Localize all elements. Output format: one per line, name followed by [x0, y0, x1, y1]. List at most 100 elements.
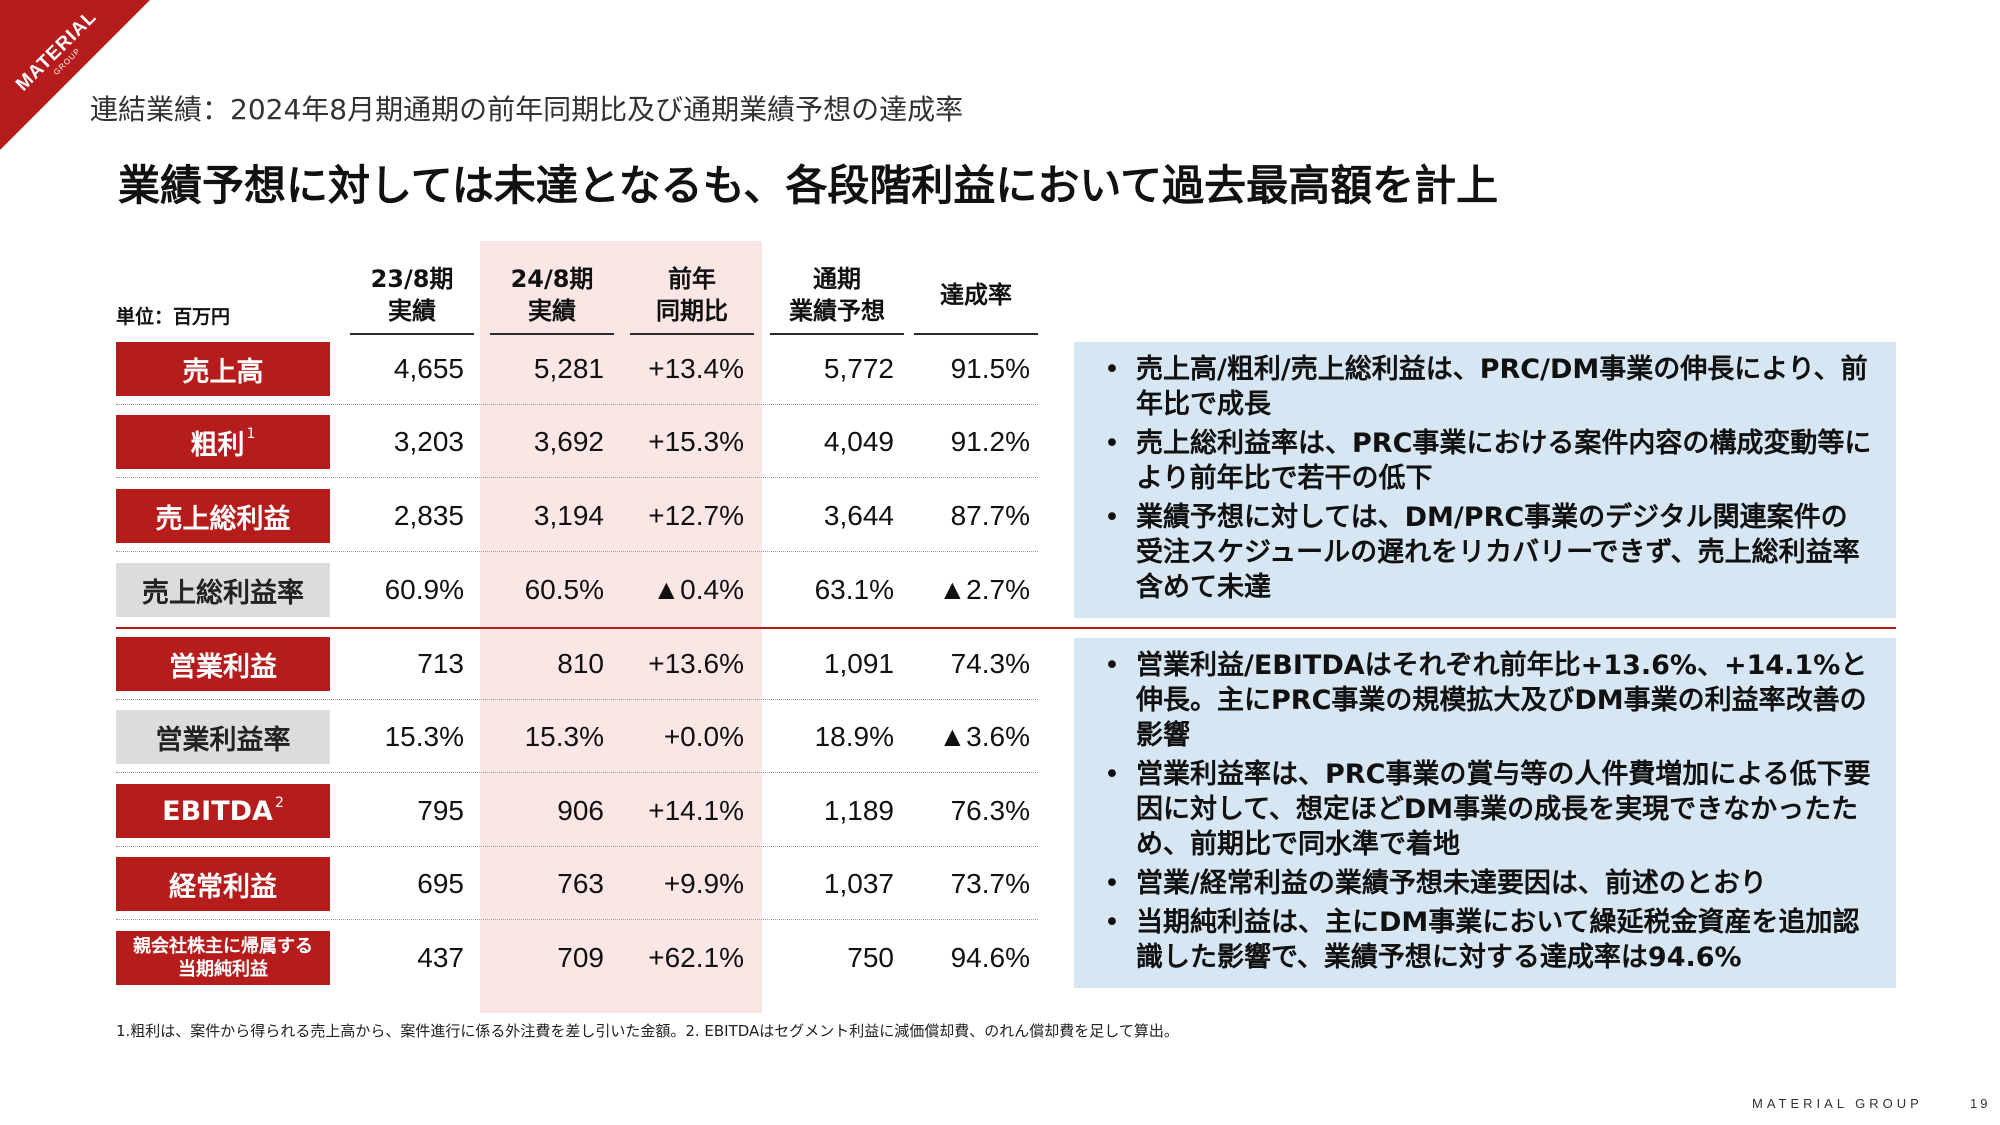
column-header-line1: 23/8期 — [370, 264, 454, 293]
column-header-line2: 達成率 — [940, 280, 1012, 309]
table-cell: 87.7% — [950, 500, 1030, 531]
column-header-yoy: 前年 同期比 — [630, 258, 754, 332]
table-cell: 695 — [417, 868, 464, 899]
table-cell: 73.7% — [950, 868, 1030, 899]
table-cell: +13.6% — [648, 648, 744, 679]
header-rule — [350, 333, 474, 335]
row-divider — [116, 477, 1038, 478]
table-cell: 15.3% — [524, 721, 604, 752]
row-label-text: 経常利益 — [169, 871, 277, 903]
table-cell: ▲0.4% — [652, 574, 744, 605]
row-label: 売上総利益 — [116, 489, 330, 543]
column-header-fy23-actual: 23/8期 実績 — [350, 258, 474, 332]
table-cell: 1,037 — [823, 868, 894, 899]
commentary-bullet: 業績予想に対しては、DM/PRC事業のデジタル関連案件の受注スケジュールの遅れを… — [1102, 500, 1872, 605]
table-cell: 5,281 — [533, 353, 604, 384]
unit-label: 単位：百万円 — [116, 306, 231, 328]
row-divider — [116, 551, 1038, 552]
column-header-fy24-actual: 24/8期 実績 — [490, 258, 614, 332]
row-label-text: 営業利益 — [169, 651, 277, 683]
column-header-line2: 実績 — [528, 297, 576, 325]
page-number: 19 — [1970, 1096, 1991, 1111]
table-cell: +14.1% — [648, 795, 744, 826]
table-cell: +13.4% — [648, 353, 744, 384]
commentary-bullet: 営業/経常利益の業績予想未達要因は、前述のとおり — [1102, 866, 1872, 901]
table-cell: 94.6% — [950, 942, 1030, 973]
row-label-text: 粗利 — [190, 429, 245, 461]
brand-corner-ribbon: MATERIAL GROUP — [0, 0, 150, 150]
table-cell: 810 — [557, 648, 604, 679]
table-cell: ▲3.6% — [938, 721, 1030, 752]
table-cell: 91.5% — [950, 353, 1030, 384]
footnote-marker: 2 — [274, 795, 284, 811]
table-cell: 15.3% — [384, 721, 464, 752]
header-rule — [630, 333, 754, 335]
table-cell: 91.2% — [950, 426, 1030, 457]
table-cell: +62.1% — [648, 942, 744, 973]
header-rule — [490, 333, 614, 335]
commentary-bullet: 営業利益率は、PRC事業の賞与等の人件費増加による低下要因に対して、想定ほどDM… — [1102, 757, 1872, 862]
row-label-text: 売上総利益率 — [142, 577, 304, 609]
table-cell: 795 — [417, 795, 464, 826]
table-cell: 4,655 — [393, 353, 464, 384]
table-cell: 74.3% — [950, 648, 1030, 679]
table-cell: 60.5% — [524, 574, 604, 605]
footer-brand: MATERIAL GROUP — [1752, 1096, 1923, 1111]
table-cell: 1,091 — [823, 648, 894, 679]
slide-subtitle: 連結業績：2024年8月期通期の前年同期比及び通期業績予想の達成率 — [90, 93, 964, 126]
footnote-marker: 1 — [246, 426, 256, 442]
row-label-text: 親会社株主に帰属する — [133, 935, 313, 957]
table-cell: 3,692 — [533, 426, 604, 457]
row-divider — [116, 699, 1038, 700]
table-cell: +9.9% — [663, 868, 744, 899]
section-separator — [116, 627, 1896, 629]
table-cell: 1,189 — [823, 795, 894, 826]
header-rule — [770, 333, 904, 335]
row-divider — [116, 919, 1038, 920]
table-cell: 2,835 — [393, 500, 464, 531]
table-cell: +12.7% — [648, 500, 744, 531]
column-header-forecast: 通期 業績予想 — [770, 258, 904, 332]
row-label: 粗利 1 — [116, 415, 330, 469]
table-cell: 906 — [557, 795, 604, 826]
row-label: 経常利益 — [116, 857, 330, 911]
table-cell: 3,194 — [533, 500, 604, 531]
row-divider — [116, 404, 1038, 405]
row-label-text: 売上総利益 — [155, 503, 291, 535]
row-label-text-line2: 当期純利益 — [178, 959, 268, 980]
table-cell: 76.3% — [950, 795, 1030, 826]
table-cell: 60.9% — [384, 574, 464, 605]
column-header-achievement: 達成率 — [914, 258, 1038, 332]
commentary-box-top: 売上高/粗利/売上総利益は、PRC/DM事業の伸長により、前年比で成長 売上総利… — [1074, 342, 1896, 618]
header-rule — [914, 333, 1038, 335]
table-cell: 5,772 — [823, 353, 894, 384]
commentary-bullet: 営業利益/EBITDAはそれぞれ前年比+13.6%、+14.1%と伸長。主にPR… — [1102, 648, 1872, 753]
row-divider — [116, 772, 1038, 773]
table-cell: 4,049 — [823, 426, 894, 457]
commentary-bullet: 当期純利益は、主にDM事業において繰延税金資産を追加認識した影響で、業績予想に対… — [1102, 905, 1872, 975]
table-cell: 437 — [417, 942, 464, 973]
column-header-line2: 業績予想 — [789, 297, 885, 325]
commentary-list-bottom: 営業利益/EBITDAはそれぞれ前年比+13.6%、+14.1%と伸長。主にPR… — [1102, 648, 1872, 975]
column-header-line1: 通期 — [813, 264, 861, 293]
table-cell: +0.0% — [663, 721, 744, 752]
column-header-line1: 24/8期 — [510, 264, 594, 293]
column-header-line2: 実績 — [388, 297, 436, 325]
commentary-bullet: 売上高/粗利/売上総利益は、PRC/DM事業の伸長により、前年比で成長 — [1102, 352, 1872, 422]
corner-triangle — [0, 0, 150, 150]
row-divider — [116, 846, 1038, 847]
row-label-text: 営業利益率 — [155, 724, 291, 756]
column-header-line1: 前年 — [668, 264, 716, 293]
table-cell: 713 — [417, 648, 464, 679]
table-cell: +15.3% — [648, 426, 744, 457]
table-cell: 3,203 — [393, 426, 464, 457]
row-label: 売上高 — [116, 342, 330, 396]
slide-headline: 業績予想に対しては未達となるも、各段階利益において過去最高額を計上 — [118, 161, 1499, 210]
table-cell: 709 — [557, 942, 604, 973]
table-cell: 750 — [847, 942, 894, 973]
row-label: 親会社株主に帰属する 当期純利益 — [116, 931, 330, 985]
commentary-list-top: 売上高/粗利/売上総利益は、PRC/DM事業の伸長により、前年比で成長 売上総利… — [1102, 352, 1872, 605]
table-cell: 18.9% — [814, 721, 894, 752]
table-cell: 3,644 — [823, 500, 894, 531]
row-label: EBITDA 2 — [116, 784, 330, 838]
